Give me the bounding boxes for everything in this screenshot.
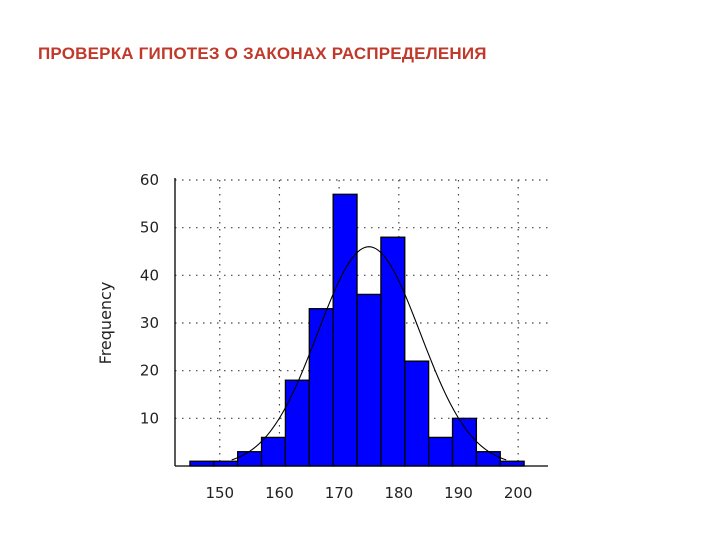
y-axis-label: Frequency <box>96 282 115 365</box>
curve-layer <box>231 246 507 461</box>
histogram-bar-6 <box>308 308 334 467</box>
histogram-bar-12 <box>451 417 478 467</box>
axes-layer <box>174 178 548 467</box>
histogram-bar-13 <box>475 451 501 467</box>
y-tick-label-60: 60 <box>140 171 159 189</box>
histogram-bar-4 <box>260 436 287 467</box>
y-tick-label-40: 40 <box>140 266 159 284</box>
y-tick-label-10: 10 <box>140 409 159 427</box>
histogram-bar-1 <box>189 460 215 467</box>
slide-title: ПРОВЕРКА ГИПОТЕЗ О ЗАКОНАХ РАСПРЕДЕЛЕНИЯ <box>38 44 487 63</box>
histogram-bar-9 <box>380 236 406 467</box>
x-tick-label-160: 160 <box>265 484 294 502</box>
histogram-bar-14 <box>499 460 525 467</box>
histogram-bar-2 <box>213 460 239 467</box>
x-tick-label-190: 190 <box>444 484 473 502</box>
x-tick-label-150: 150 <box>205 484 234 502</box>
fitted-normal-curve <box>231 246 507 461</box>
histogram-bar-8 <box>356 293 382 467</box>
histogram-bar-7 <box>332 193 358 467</box>
y-tick-label-50: 50 <box>140 219 159 237</box>
x-tick-label-200: 200 <box>504 484 533 502</box>
histogram-bar-3 <box>237 451 263 467</box>
bars-layer <box>189 193 525 467</box>
x-tick-label-180: 180 <box>384 484 413 502</box>
x-tick-label-170: 170 <box>325 484 354 502</box>
y-tick-label-30: 30 <box>140 314 159 332</box>
labels-layer: 10 20 30 40 50 60 150 160 170 180 190 200 Frequency <box>96 171 532 502</box>
histogram-bar-10 <box>404 360 430 467</box>
y-tick-label-20: 20 <box>140 362 159 380</box>
histogram-bar-11 <box>427 436 454 467</box>
histogram-bar-5 <box>284 379 310 467</box>
